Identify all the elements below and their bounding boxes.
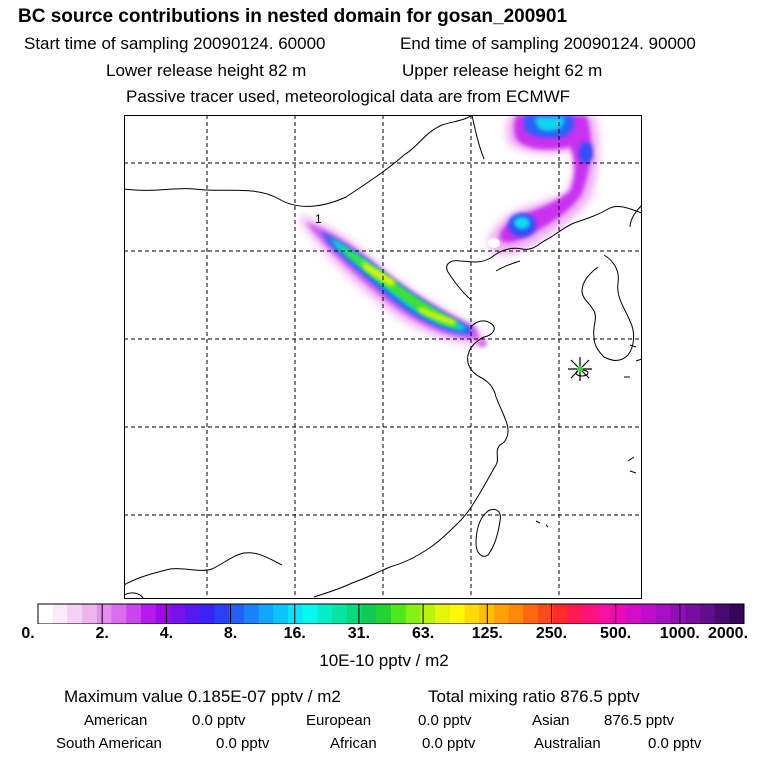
colorbar-tick-label: 4. (159, 625, 174, 642)
african-label: African (330, 735, 377, 752)
colorbar-tick-label: 63. (411, 625, 435, 642)
colorbar-swatch (258, 604, 274, 624)
european-label: European (306, 712, 372, 729)
colorbar-swatch (699, 604, 716, 624)
colorbar-swatch (346, 604, 363, 624)
colorbar-swatch (67, 604, 83, 624)
colorbar-swatch (538, 604, 554, 624)
colorbar-swatch (508, 604, 524, 624)
colorbar (37, 603, 745, 624)
colorbar-swatch (552, 604, 568, 624)
colorbar-swatch (729, 604, 745, 624)
colorbar-swatch (626, 604, 642, 624)
asian-value: 876.5 pptv (604, 712, 675, 729)
lower-release-height: Lower release height 82 m (106, 61, 307, 80)
colorbar-swatch (155, 604, 171, 624)
end-time-label: End time of sampling 20090124. 90000 (400, 34, 696, 53)
colorbar-swatch (449, 604, 466, 624)
american-label: American (84, 712, 148, 729)
colorbar-swatch (376, 604, 392, 624)
colorbar-tick-label: 8. (223, 625, 238, 642)
plume-band (299, 215, 487, 347)
colorbar-tick-label: 0. (21, 625, 35, 642)
colorbar-tick-label: 1000. (659, 625, 700, 642)
colorbar-swatch (214, 604, 230, 624)
colorbar-swatch (567, 604, 583, 624)
colorbar-swatch (96, 604, 113, 624)
colorbar-swatch (111, 604, 127, 624)
african-value: 0.0 pptv (422, 735, 476, 752)
map-canvas: 1 (124, 115, 642, 599)
colorbar-swatch (199, 604, 215, 624)
colorbar-tick-label: 250. (535, 625, 568, 642)
colorbar-swatch (670, 604, 686, 624)
colorbar-swatch (185, 604, 201, 624)
colorbar-tick-label: 125. (471, 625, 503, 642)
colorbar-tick-label: 2. (95, 625, 109, 642)
colorbar-swatch (493, 604, 510, 624)
colorbar-swatch (405, 604, 421, 624)
coastlines (124, 115, 642, 599)
colorbar-swatch (273, 604, 289, 624)
colorbar-swatch (596, 604, 613, 624)
colorbar-frame (37, 603, 745, 624)
south-american-value: 0.0 pptv (216, 735, 270, 752)
colorbar-tick-label: 31. (347, 625, 371, 642)
colorbar-swatch (140, 604, 157, 624)
colorbar-unit: 10E-10 pptv / m2 (319, 651, 449, 670)
upper-release-height: Upper release height 62 m (402, 61, 603, 80)
plume-northeast (488, 115, 600, 255)
colorbar-swatch (302, 604, 318, 624)
colorbar-tick-label: 16. (283, 625, 306, 642)
colorbar-swatch (52, 604, 68, 624)
colorbar-swatch (641, 604, 657, 624)
colorbar-swatch (332, 604, 348, 624)
colorbar-swatch (170, 604, 186, 624)
colorbar-swatch (38, 604, 54, 624)
australian-label: Australian (534, 735, 601, 752)
colorbar-swatch (317, 604, 333, 624)
star-marker-icon (568, 357, 592, 381)
european-value: 0.0 pptv (418, 712, 472, 729)
colorbar-swatch (243, 604, 260, 624)
page-title: BC source contributions in nested domain… (18, 6, 568, 27)
colorbar-swatch (714, 604, 730, 624)
map-panel[interactable]: 1 (124, 115, 642, 599)
tracer-note: Passive tracer used, meteorological data… (126, 87, 571, 106)
plume-label: 1 (315, 212, 322, 226)
asian-label: Asian (532, 712, 570, 729)
colorbar-swatch (435, 604, 451, 624)
colorbar-swatch (288, 604, 304, 624)
colorbar-swatch (611, 604, 627, 624)
start-time-label: Start time of sampling 20090124. 60000 (24, 34, 326, 53)
colorbar-swatch (655, 604, 671, 624)
american-value: 0.0 pptv (192, 712, 246, 729)
colorbar-swatch (685, 604, 701, 624)
colorbar-swatch (82, 604, 98, 624)
total-mixing-ratio: Total mixing ratio 876.5 pptv (428, 687, 640, 706)
map-frame (124, 115, 642, 599)
colorbar-swatch (523, 604, 539, 624)
australian-value: 0.0 pptv (648, 735, 702, 752)
colorbar-swatch (361, 604, 377, 624)
colorbar-swatch (582, 604, 598, 624)
colorbar-swatch (126, 604, 142, 624)
maximum-value: Maximum value 0.185E-07 pptv / m2 (64, 687, 341, 706)
colorbar-tick-label: 500. (600, 625, 632, 642)
south-american-label: South American (56, 735, 162, 752)
grid-lines (124, 115, 642, 599)
colorbar-swatch (229, 604, 245, 624)
colorbar-swatch (420, 604, 436, 624)
colorbar-tick-label: 2000. (707, 625, 749, 642)
colorbar-swatch (464, 604, 480, 624)
colorbar-swatch (391, 604, 407, 624)
